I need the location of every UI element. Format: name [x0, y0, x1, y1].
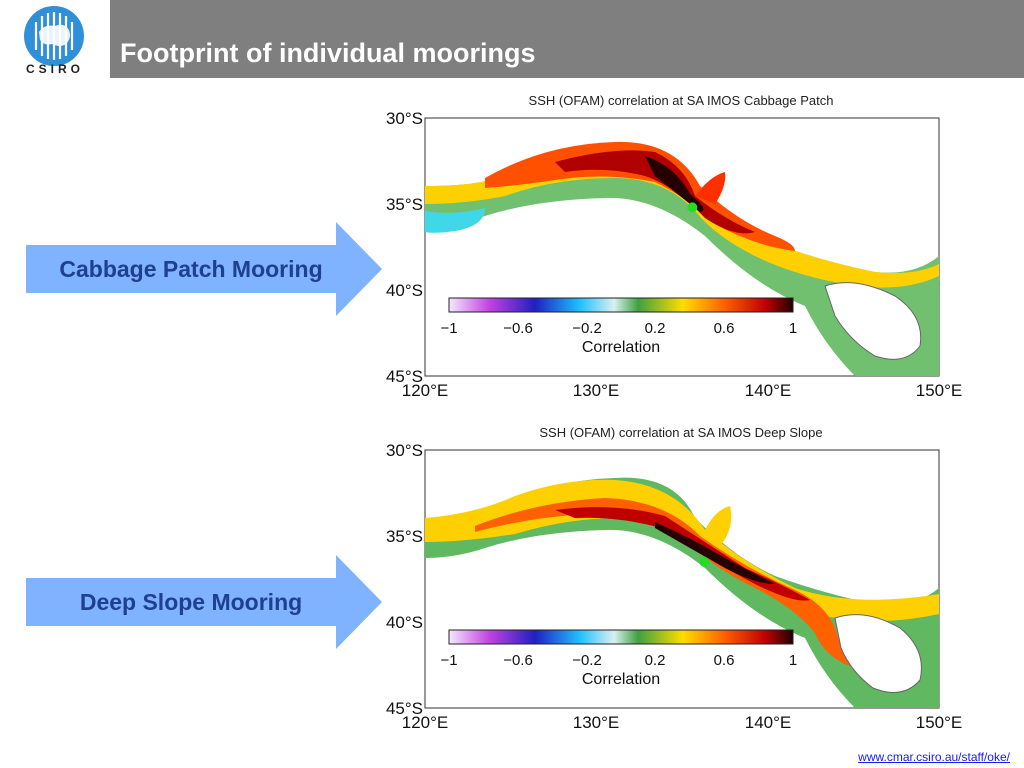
lat-tick: 30°S [386, 109, 423, 128]
colorbar-tick: 0.2 [645, 652, 666, 669]
lat-tick: 35°S [386, 195, 423, 214]
correlation-field [425, 141, 939, 376]
page-title: Footprint of individual moorings [120, 38, 536, 68]
colorbar-tick: 1 [789, 320, 797, 337]
map-figure: SSH (OFAM) correlation at SA IMOS Deep S… [386, 425, 963, 732]
colorbar [448, 297, 794, 313]
lon-tick: 120°E [402, 381, 449, 400]
lon-tick: 150°E [916, 381, 963, 400]
colorbar-tick: −1 [440, 320, 457, 337]
lat-tick: 40°S [386, 613, 423, 632]
lon-tick: 130°E [573, 381, 620, 400]
header-bar: Footprint of individual moorings [110, 0, 1024, 78]
lat-tick: 45°S [386, 699, 423, 718]
lon-tick: 120°E [402, 713, 449, 732]
lat-tick: 40°S [386, 281, 423, 300]
colorbar-tick: 0.2 [645, 320, 666, 337]
colorbar-tick: 0.6 [714, 320, 735, 337]
lat-tick: 35°S [386, 527, 423, 546]
mooring-marker [699, 556, 710, 567]
callout-arrow-icon [26, 555, 382, 649]
csiro-globe-icon [24, 6, 84, 66]
callout-label: Deep Slope Mooring [79, 589, 303, 615]
colorbar-tick: −0.6 [503, 652, 533, 669]
callout-arrow-icon [26, 222, 382, 316]
footer-link[interactable]: www.cmar.csiro.au/staff/oke/ [858, 750, 1010, 764]
lat-tick: 45°S [386, 367, 423, 386]
callout-deep-slope: Deep Slope Mooring [26, 555, 382, 649]
lat-tick: 30°S [386, 441, 423, 460]
colorbar-tick: 0.6 [714, 652, 735, 669]
lon-tick: 140°E [745, 713, 792, 732]
lon-tick: 140°E [745, 381, 792, 400]
colorbar-label: Correlation [582, 671, 660, 688]
colorbar-tick: −0.2 [572, 652, 602, 669]
callout-label: Cabbage Patch Mooring [59, 256, 323, 282]
map-deep-slope: SSH (OFAM) correlation at SA IMOS Deep S… [355, 418, 995, 738]
mooring-marker [687, 202, 698, 213]
lon-tick: 130°E [573, 713, 620, 732]
map-cabbage-patch: SSH (OFAM) correlation at SA IMOS Cabbag… [355, 86, 995, 406]
colorbar-tick: −1 [440, 652, 457, 669]
csiro-logo: CSIRO [0, 0, 110, 82]
colorbar-tick: −0.2 [572, 320, 602, 337]
colorbar [448, 629, 794, 645]
colorbar-tick: 1 [789, 652, 797, 669]
map-title: SSH (OFAM) correlation at SA IMOS Cabbag… [529, 93, 834, 108]
logo-text: CSIRO [25, 62, 84, 76]
callout-cabbage-patch: Cabbage Patch Mooring [26, 222, 382, 316]
map-title: SSH (OFAM) correlation at SA IMOS Deep S… [539, 425, 822, 440]
map-figure: SSH (OFAM) correlation at SA IMOS Cabbag… [386, 93, 963, 400]
colorbar-tick: −0.6 [503, 320, 533, 337]
lon-tick: 150°E [916, 713, 963, 732]
correlation-field [425, 477, 939, 708]
colorbar-label: Correlation [582, 339, 660, 356]
